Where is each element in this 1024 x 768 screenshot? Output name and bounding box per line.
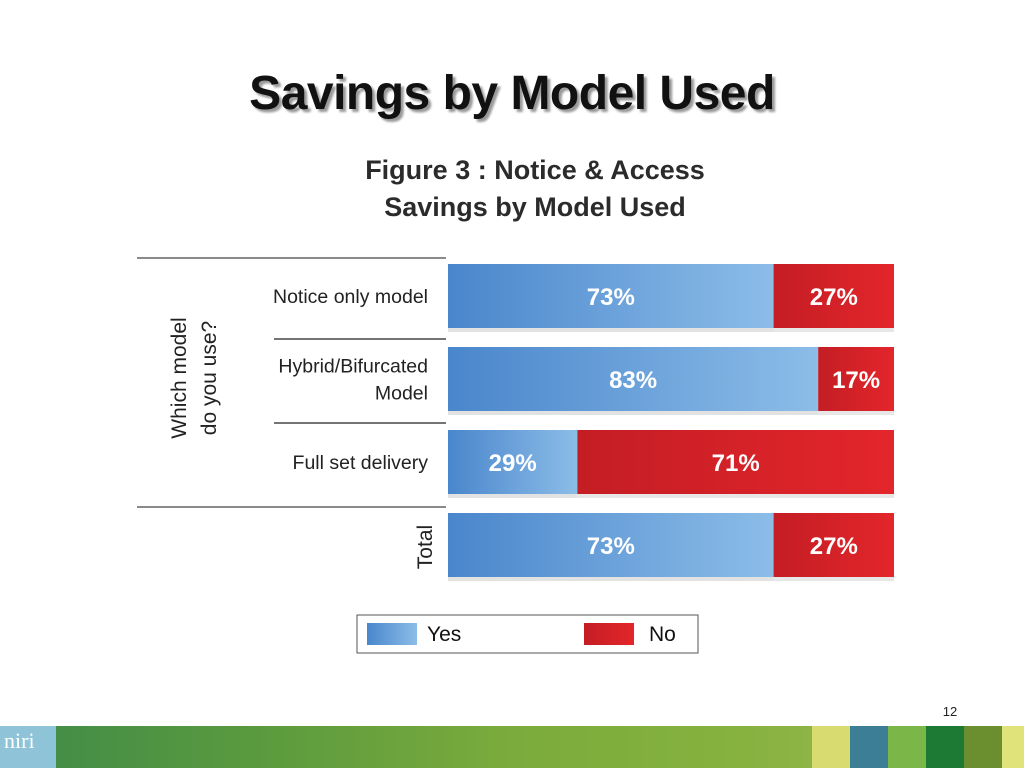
bar-shadow [448, 494, 578, 498]
footer-stripe [926, 726, 964, 768]
bar-shadow [773, 328, 894, 332]
footer-stripe [812, 726, 850, 768]
data-label-yes: 73% [587, 533, 635, 560]
bar-yes [448, 264, 774, 328]
bar-shadow [448, 328, 774, 332]
bar-no [818, 347, 894, 411]
bar-no [773, 264, 894, 328]
group-label-total: Total [414, 525, 437, 569]
data-label-yes: 83% [609, 367, 657, 394]
data-label-no: 71% [712, 450, 760, 477]
page-number: 12 [942, 704, 958, 719]
footer-stripe [1002, 726, 1024, 768]
bar-shadow [577, 494, 894, 498]
figure-title-line-1: Figure 3 : Notice & Access [365, 155, 705, 185]
data-label-no: 27% [810, 533, 858, 560]
footer-stripe [888, 726, 926, 768]
legend-swatch-yes [367, 623, 417, 645]
category-label: Full set delivery [293, 452, 429, 474]
bar-yes [448, 513, 774, 577]
bar-no [577, 430, 894, 494]
category-label: Hybrid/Bifurcated [278, 356, 428, 378]
slide-title: Savings by Model Used [249, 67, 775, 120]
bar-shadow [773, 577, 894, 581]
legend-swatch-no [584, 623, 634, 645]
bar-no [773, 513, 894, 577]
group-label-line: Which model [168, 317, 191, 438]
group-label-line: do you use? [198, 321, 221, 435]
bar-yes [448, 347, 819, 411]
footer-stripe [964, 726, 1002, 768]
footer-stripe [850, 726, 888, 768]
stacked-bar-chart: Which model do you use? Total Notice only m… [137, 257, 894, 654]
legend-label-no: No [649, 623, 676, 646]
data-label-yes: 29% [489, 450, 537, 477]
bar-shadow [818, 411, 894, 415]
niri-logo: niri [4, 728, 35, 753]
footer-logo-box: niri [0, 726, 56, 768]
data-label-no: 27% [810, 284, 858, 311]
data-label-no: 17% [832, 367, 880, 394]
bar-shadow [448, 411, 819, 415]
category-label: Notice only model [273, 286, 428, 308]
bar-shadow [448, 577, 774, 581]
figure-title-line-2: Savings by Model Used [384, 192, 686, 222]
bar-yes [448, 430, 578, 494]
category-label: Model [375, 383, 428, 405]
data-label-yes: 73% [587, 284, 635, 311]
footer-bar: niri [0, 726, 1024, 768]
legend-label-yes: Yes [427, 623, 461, 646]
